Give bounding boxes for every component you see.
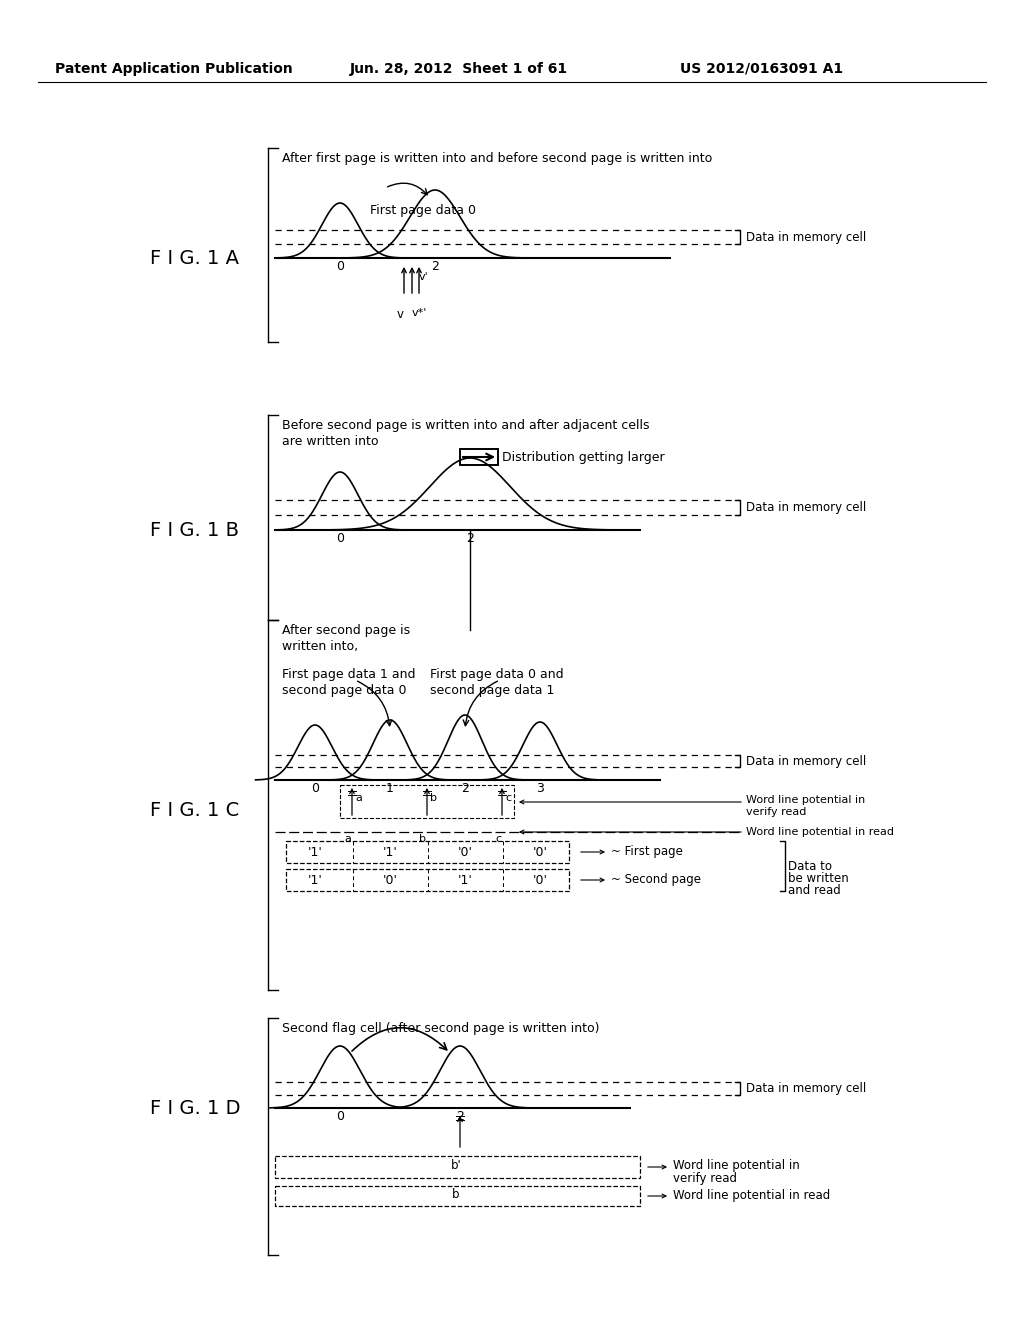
Text: second page data 0: second page data 0 [282, 684, 407, 697]
Text: be written: be written [788, 871, 849, 884]
Text: a: a [355, 793, 361, 803]
Text: '1': '1' [307, 846, 323, 858]
Text: '0': '0' [532, 874, 548, 887]
Text: F I G. 1 C: F I G. 1 C [150, 800, 240, 820]
Bar [340, 785, 514, 818]
Text: F I G. 1 A: F I G. 1 A [150, 248, 239, 268]
Text: v': v' [419, 272, 429, 282]
Bar [460, 449, 498, 465]
Text: 2: 2 [431, 260, 439, 273]
Text: Word line potential in: Word line potential in [746, 795, 865, 805]
Text: v: v [397, 308, 404, 321]
Bar [460, 449, 498, 465]
Text: are written into: are written into [282, 436, 379, 447]
Text: After first page is written into and before second page is written into: After first page is written into and bef… [282, 152, 713, 165]
Bar [275, 1185, 640, 1206]
Text: 0: 0 [336, 1110, 344, 1123]
Text: Word line potential in read: Word line potential in read [673, 1189, 830, 1203]
Text: Word line potential in: Word line potential in [673, 1159, 800, 1172]
Text: v*': v*' [412, 308, 427, 318]
Text: b: b [420, 834, 427, 843]
Text: Patent Application Publication: Patent Application Publication [55, 62, 293, 77]
Text: First page data 0: First page data 0 [370, 205, 476, 216]
Text: 2: 2 [461, 781, 469, 795]
Text: verify read: verify read [673, 1172, 737, 1185]
Text: b: b [453, 1188, 460, 1201]
Text: Before second page is written into and after adjacent cells: Before second page is written into and a… [282, 418, 649, 432]
Text: Data in memory cell: Data in memory cell [746, 755, 866, 767]
Text: Data to: Data to [788, 859, 831, 873]
Text: Distribution getting larger: Distribution getting larger [502, 450, 665, 463]
Text: 1: 1 [386, 781, 394, 795]
Text: '1': '1' [458, 874, 472, 887]
Text: c: c [505, 793, 511, 803]
Text: '1': '1' [307, 874, 323, 887]
Text: Data in memory cell: Data in memory cell [746, 231, 866, 243]
Text: verify read: verify read [746, 807, 806, 817]
Text: a: a [344, 834, 351, 843]
Text: c: c [495, 834, 501, 843]
Bar [275, 1156, 640, 1177]
Text: Data in memory cell: Data in memory cell [746, 1082, 866, 1096]
Text: Second flag cell (after second page is written into): Second flag cell (after second page is w… [282, 1022, 599, 1035]
Text: Data in memory cell: Data in memory cell [746, 502, 866, 513]
Text: '0': '0' [383, 874, 397, 887]
Text: F I G. 1 D: F I G. 1 D [150, 1098, 241, 1118]
Text: Jun. 28, 2012  Sheet 1 of 61: Jun. 28, 2012 Sheet 1 of 61 [350, 62, 568, 77]
Text: b: b [430, 793, 437, 803]
Text: F I G. 1 B: F I G. 1 B [150, 520, 239, 540]
Text: US 2012/0163091 A1: US 2012/0163091 A1 [680, 62, 843, 77]
Text: ~ Second page: ~ Second page [611, 874, 701, 887]
Bar [286, 869, 569, 891]
Text: 3: 3 [536, 781, 544, 795]
Text: second page data 1: second page data 1 [430, 684, 554, 697]
Text: 0: 0 [336, 260, 344, 273]
Text: 0: 0 [336, 532, 344, 545]
Text: ~ First page: ~ First page [611, 846, 683, 858]
Text: First page data 1 and: First page data 1 and [282, 668, 416, 681]
Text: written into,: written into, [282, 640, 358, 653]
Text: 2: 2 [456, 1110, 464, 1123]
Text: '0': '0' [532, 846, 548, 858]
Text: Word line potential in read: Word line potential in read [746, 828, 894, 837]
Text: and read: and read [788, 883, 841, 896]
Bar [286, 841, 569, 863]
Text: '0': '0' [458, 846, 472, 858]
Text: '1': '1' [383, 846, 397, 858]
Text: First page data 0 and: First page data 0 and [430, 668, 563, 681]
Text: 2: 2 [466, 532, 474, 545]
Text: b': b' [451, 1159, 462, 1172]
Text: 0: 0 [311, 781, 319, 795]
Text: After second page is: After second page is [282, 624, 411, 638]
